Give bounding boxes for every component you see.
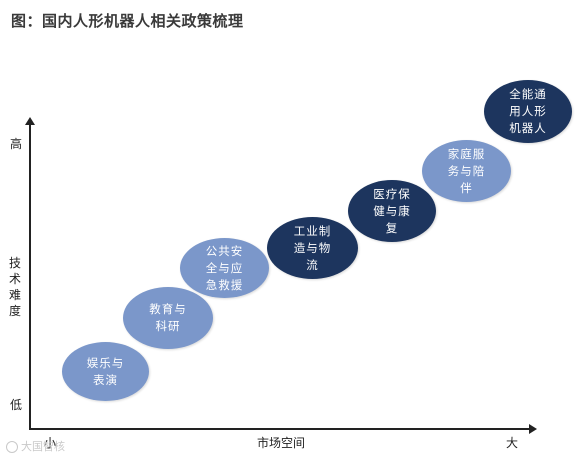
node-home-service: 家庭服 务与陪 伴 [422,140,511,202]
node-line: 造与物 [293,240,332,255]
node-line: 全能通 [509,87,547,101]
node-line: 流 [306,257,319,272]
node-line: 务与陪 [447,163,486,178]
page-title: 图：国内人形机器人相关政策梳理 [11,12,244,30]
x-axis-arrow-icon [529,424,537,434]
node-education: 教育与 科研 [123,287,213,349]
x-axis-line [29,428,531,430]
x-axis-small-label: 小 [44,436,57,450]
node-line: 用人形 [509,104,547,118]
node-line: 家庭服 [447,146,486,161]
node-line: 科研 [155,319,181,333]
y-axis-line [29,123,31,429]
node-line: 健与康 [373,203,411,218]
watermark: 大国智核 [6,438,65,454]
node-line: 机器人 [509,121,547,135]
node-industrial-logistics: 工业制 造与物 流 [267,217,358,279]
node-line: 伴 [460,180,473,195]
node-entertainment: 娱乐与 表演 [62,342,149,401]
node-general-humanoid: 全能通 用人形 机器人 [484,80,572,143]
y-axis-arrow-icon [25,117,35,125]
y-axis-low-label: 低 [10,398,23,412]
node-line: 医疗保 [373,186,411,201]
node-line: 急救援 [205,277,244,292]
node-healthcare: 医疗保 健与康 复 [348,180,436,242]
node-public-safety: 公共安 全与应 急救援 [180,238,269,298]
watermark-logo-icon [6,441,18,453]
watermark-text: 大国智核 [21,440,65,453]
x-axis-title: 市场空间 [257,436,306,450]
y-axis-high-label: 高 [10,137,23,151]
node-line: 公共安 [205,243,244,258]
node-line: 表演 [93,372,118,387]
node-line: 娱乐与 [86,355,125,370]
x-axis-big-label: 大 [506,436,519,450]
node-line: 全与应 [205,260,244,275]
node-line: 教育与 [149,302,187,316]
node-line: 工业制 [293,223,332,238]
y-axis-title: 技术难度 [8,256,21,318]
node-line: 复 [385,220,399,235]
